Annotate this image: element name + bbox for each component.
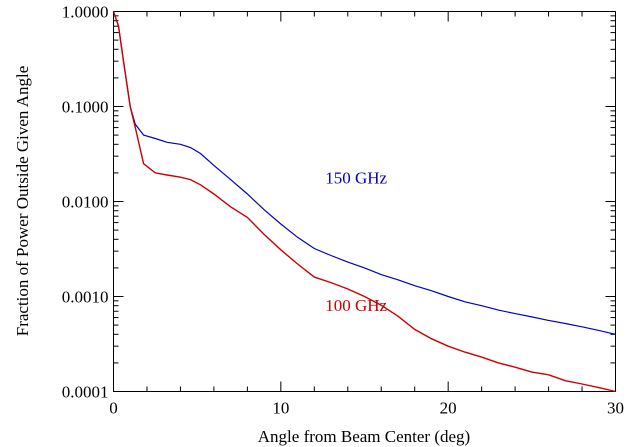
series-label-100-ghz: 100 GHz — [325, 296, 387, 315]
y-tick-label: 0.1000 — [62, 98, 109, 117]
series-lines — [112, 11, 616, 393]
y-tick-label: 0.0010 — [62, 288, 109, 307]
y-tick-label: 0.0100 — [62, 193, 109, 212]
series-labels: 150 GHz 100 GHz — [325, 168, 387, 315]
tick-labels: 0 10 20 30 1.0000 0.1000 0.0100 0.0010 0.0001 — [62, 3, 624, 418]
y-axis-label: Fraction of Power Outside Given Angle — [13, 66, 32, 337]
series-line-150-ghz — [112, 11, 616, 335]
plot-frame — [113, 11, 616, 392]
x-tick-label: 30 — [607, 399, 624, 418]
series-line-100-ghz — [112, 11, 616, 393]
x-axis-label: Angle from Beam Center (deg) — [258, 427, 470, 446]
series-label-150-ghz: 150 GHz — [325, 168, 387, 187]
y-tick-label: 1.0000 — [62, 3, 109, 22]
x-tick-label: 20 — [440, 399, 457, 418]
axis-ticks — [113, 11, 616, 392]
x-tick-label: 0 — [109, 399, 118, 418]
x-tick-label: 10 — [272, 399, 289, 418]
y-tick-label: 0.0001 — [62, 383, 109, 402]
